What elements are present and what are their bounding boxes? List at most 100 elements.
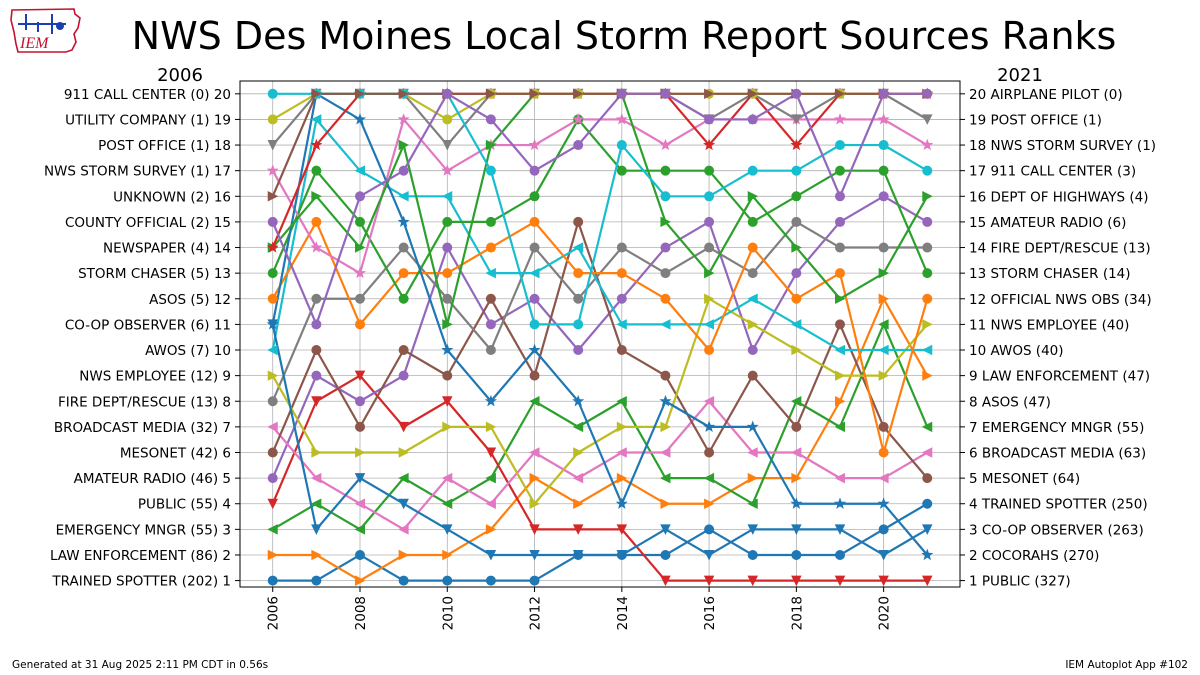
series-4-point xyxy=(573,345,584,356)
x-tick-label: 2012 xyxy=(528,596,544,630)
series-0-point xyxy=(922,498,933,509)
series-11-point xyxy=(747,242,758,253)
series-8-point xyxy=(878,370,890,381)
series-10-point xyxy=(572,549,584,561)
series-8-point xyxy=(791,344,802,356)
series-6-point xyxy=(267,447,278,458)
series-12-point xyxy=(398,293,409,304)
series-2-point xyxy=(441,498,453,509)
left-tick-label: LAW ENFORCEMENT (86) 2 xyxy=(50,548,231,564)
series-14-point xyxy=(528,343,541,356)
series-8-point xyxy=(660,421,671,433)
series-14-point xyxy=(266,318,279,330)
series-14-point xyxy=(703,420,716,433)
series-14-point xyxy=(659,394,672,407)
series-7-point xyxy=(616,242,627,253)
series-9-point xyxy=(703,319,715,330)
series-8-point xyxy=(922,319,933,330)
series-5-point xyxy=(790,447,802,458)
series-6-point xyxy=(747,370,758,381)
series-10-point xyxy=(747,524,758,535)
series-10-point xyxy=(660,524,671,535)
series-12-point xyxy=(311,165,322,176)
logo-text: IEM xyxy=(19,35,50,52)
left-tick-label: AWOS (7) 10 xyxy=(145,343,231,359)
series-13-point xyxy=(659,138,672,151)
series-12-point xyxy=(442,216,453,227)
series-6-point xyxy=(529,370,540,381)
series-7-point xyxy=(835,242,846,253)
series-3-point xyxy=(442,396,453,407)
series-3-line xyxy=(271,374,928,582)
series-8-point xyxy=(747,319,759,330)
series-3-point xyxy=(354,370,366,382)
right-tick-label: 10 AWOS (40) xyxy=(969,343,1064,359)
series-2-point xyxy=(616,396,627,407)
left-tick-label: TRAINED SPOTTER (202) 1 xyxy=(51,574,231,590)
left-tick-label: NWS STORM SURVEY (1) 17 xyxy=(44,164,231,180)
series-9-point xyxy=(616,319,627,330)
series-20-point xyxy=(311,88,322,100)
left-tick-label: NWS EMPLOYEE (12) 9 xyxy=(79,369,231,385)
series-7-point xyxy=(878,242,889,253)
series-19-point xyxy=(529,319,540,330)
series-12-point xyxy=(747,216,758,227)
series-21-point xyxy=(747,114,758,125)
series-9-point xyxy=(441,191,453,202)
series-10-line xyxy=(271,324,928,557)
series-6-point xyxy=(354,421,365,432)
series-18-point xyxy=(267,114,278,125)
series-20-point xyxy=(835,88,846,100)
series-5-point xyxy=(921,447,933,458)
series-markers xyxy=(266,87,934,587)
series-1-point xyxy=(442,549,453,561)
series-11-point xyxy=(922,293,933,304)
series-15-point xyxy=(791,242,802,253)
series-7-point xyxy=(267,396,278,407)
series-0-point xyxy=(354,549,365,560)
series-3-point xyxy=(834,575,846,587)
series-1-point xyxy=(573,498,584,509)
right-tick-label: 9 LAW ENFORCEMENT (47) xyxy=(969,369,1150,385)
series-5-point xyxy=(398,524,409,535)
series-13-point xyxy=(441,164,454,176)
series-11-point xyxy=(573,268,584,279)
series-1-point xyxy=(398,549,410,561)
series-10-point xyxy=(529,549,540,561)
series-15-point xyxy=(311,191,322,202)
series-7-point xyxy=(704,242,715,253)
right-tick-label: 11 NWS EMPLOYEE (40) xyxy=(969,317,1129,333)
series-12-line xyxy=(271,118,929,300)
x-tick-label: 2010 xyxy=(440,596,456,630)
series-4-point xyxy=(529,293,540,304)
series-9-point xyxy=(267,344,278,356)
series-11-point xyxy=(398,268,409,279)
series-9-point xyxy=(747,293,758,305)
series-11-point xyxy=(267,293,278,304)
series-10-point xyxy=(791,524,802,535)
series-20-point xyxy=(354,88,366,100)
series-2-point xyxy=(834,421,845,433)
left-tick-label: COUNTY OFFICIAL (2) 15 xyxy=(65,215,231,231)
series-4-point xyxy=(660,242,671,253)
series-15-point xyxy=(835,293,846,305)
series-1-point xyxy=(835,396,846,407)
series-12-point xyxy=(267,268,278,279)
series-8-point xyxy=(704,293,715,305)
series-6-point xyxy=(922,473,933,484)
series-lines xyxy=(271,92,929,582)
series-8-point xyxy=(311,447,322,458)
series-7-point xyxy=(485,345,496,356)
series-15-point xyxy=(442,319,453,330)
series-21-line xyxy=(271,92,928,326)
series-1-point xyxy=(616,472,628,484)
series-0-point xyxy=(704,524,715,535)
series-6-point xyxy=(704,447,715,458)
series-14-point xyxy=(746,420,759,433)
series-0-point xyxy=(529,575,540,586)
series-8-point xyxy=(398,447,410,458)
series-13-point xyxy=(572,113,585,125)
series-14-point xyxy=(921,548,934,561)
series-12-point xyxy=(791,191,802,202)
series-7-point xyxy=(529,242,540,253)
